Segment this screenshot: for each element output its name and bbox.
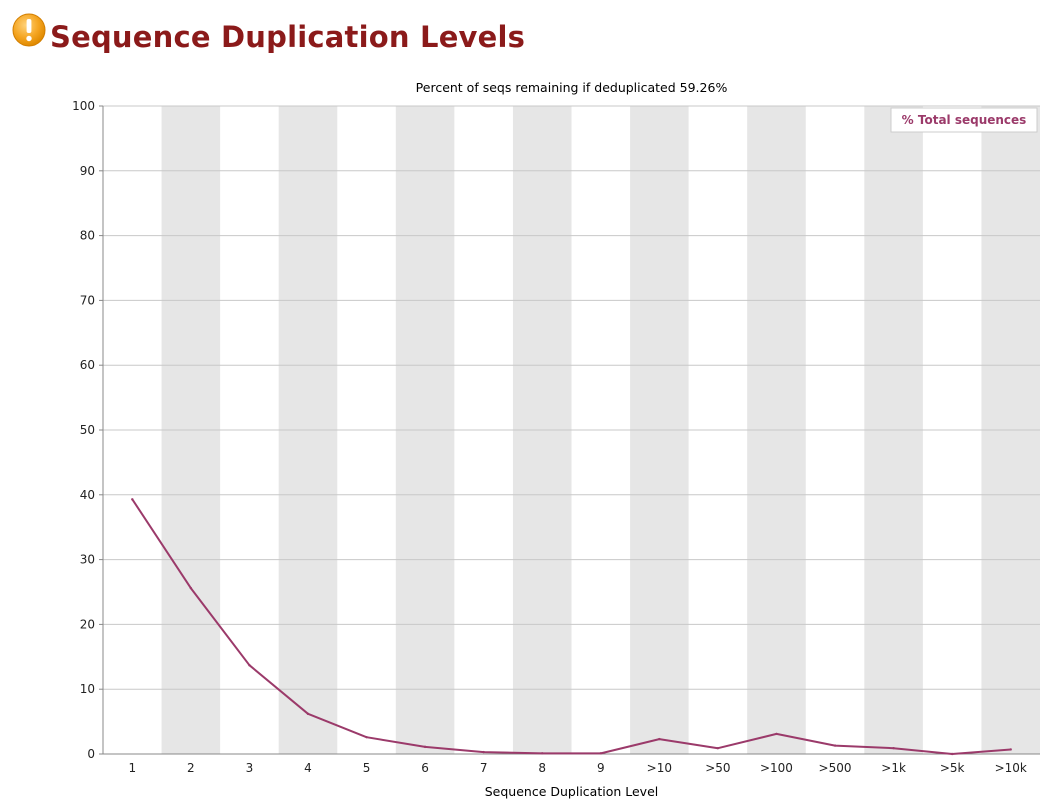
x-axis-label: Sequence Duplication Level <box>485 784 659 799</box>
series-point <box>131 498 134 501</box>
series-point <box>365 735 368 739</box>
y-tick-label: 50 <box>80 423 95 437</box>
series-point <box>306 712 310 716</box>
chart-legend: % Total sequences <box>890 107 1038 133</box>
x-tick-label: 1 <box>128 761 136 775</box>
y-tick-label: 100 <box>72 99 95 113</box>
y-tick-label: 70 <box>80 293 95 307</box>
x-tick-label: >1k <box>881 761 906 775</box>
chart-subtitle: Percent of seqs remaining if deduplicate… <box>416 80 728 95</box>
x-tick-label: 4 <box>304 761 312 775</box>
series-point <box>892 746 895 750</box>
series-point <box>482 750 485 754</box>
series-point <box>1009 748 1012 751</box>
y-tick-label: 20 <box>80 617 95 631</box>
page-title: Sequence Duplication Levels <box>50 20 526 54</box>
x-tick-label: 2 <box>187 761 195 775</box>
series-point <box>189 586 193 590</box>
series-point <box>716 746 720 750</box>
y-tick-label: 30 <box>80 553 95 567</box>
x-tick-label: 9 <box>597 761 605 775</box>
y-tick-label: 90 <box>80 164 95 178</box>
series-point <box>950 752 954 756</box>
x-tick-label: 7 <box>480 761 488 775</box>
x-tick-label: 6 <box>421 761 429 775</box>
legend-box <box>890 107 1038 133</box>
x-tick-label: >500 <box>819 761 852 775</box>
series-point <box>248 664 251 667</box>
x-tick-label: 8 <box>538 761 546 775</box>
x-tick-label: >50 <box>705 761 730 775</box>
warning-icon <box>12 13 46 47</box>
x-tick-labels: 1 2 3 4 5 6 7 8 9 >10 >50 >100 >500 >1k >5k >10k <box>128 761 1026 775</box>
x-tick-label: >10 <box>647 761 672 775</box>
series-point <box>658 737 661 741</box>
y-tick-labels: 0 10 20 30 40 50 60 70 80 90 100 <box>72 99 103 761</box>
y-tick-label: 40 <box>80 488 95 502</box>
x-tick-label: 5 <box>363 761 371 775</box>
series-point <box>775 732 778 736</box>
y-tick-label: 10 <box>80 682 95 696</box>
series-point <box>423 745 427 749</box>
chart-series <box>131 498 1012 756</box>
x-tick-label: 3 <box>246 761 254 775</box>
y-tick-label: 60 <box>80 358 95 372</box>
x-tick-label: >100 <box>760 761 793 775</box>
y-tick-label: 0 <box>87 747 95 761</box>
series-line <box>131 498 1011 755</box>
legend-label: % Total sequences <box>902 113 1027 127</box>
x-tick-label: >5k <box>940 761 965 775</box>
series-point <box>833 744 837 747</box>
series-point <box>541 752 544 755</box>
y-tick-label: 80 <box>80 229 95 243</box>
page-header: Sequence Duplication Levels <box>12 10 525 60</box>
x-tick-label: >10k <box>995 761 1027 775</box>
series-point <box>599 752 602 755</box>
